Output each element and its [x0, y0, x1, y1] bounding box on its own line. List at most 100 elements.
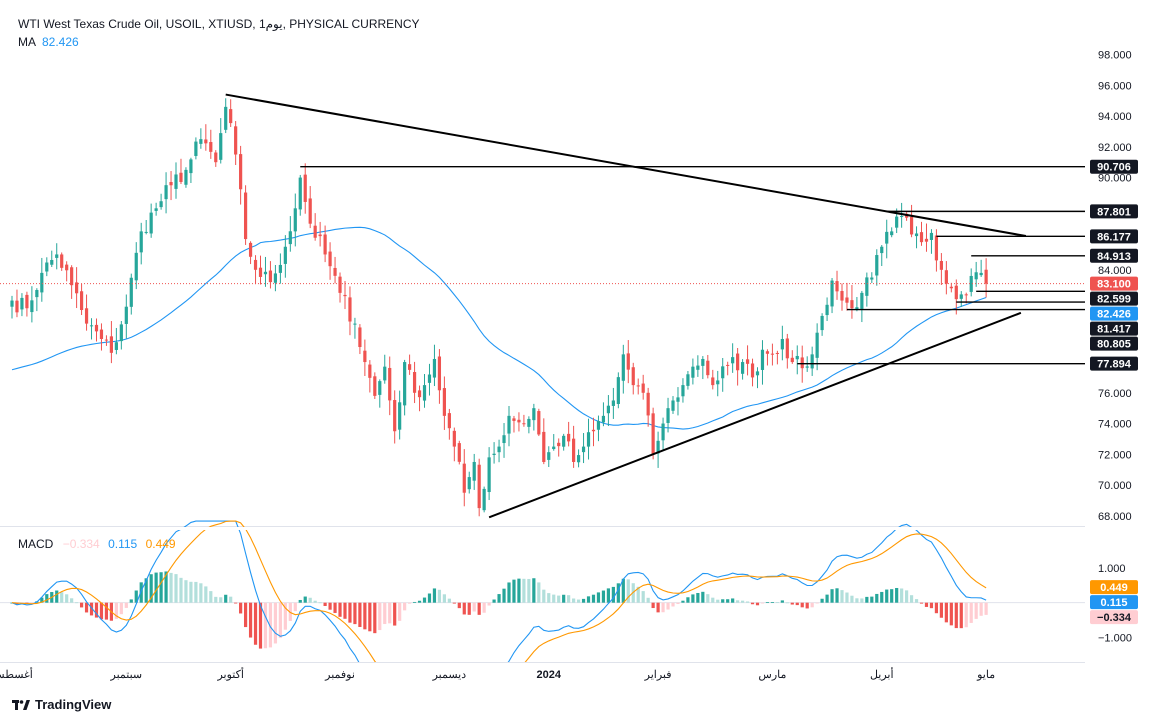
candle [701, 356, 705, 380]
candle [770, 343, 775, 366]
tradingview-logo[interactable]: TradingView [12, 697, 111, 712]
horizontal-levels [300, 166, 1085, 365]
price-axis-label-text: 80.805 [1097, 339, 1131, 351]
candle [283, 235, 287, 278]
price-tick-label: 98.000 [1098, 50, 1132, 62]
candle [313, 213, 317, 241]
macd-histogram-bar [666, 602, 670, 610]
macd-histogram-bar [313, 600, 317, 603]
candle-body [805, 366, 809, 368]
candle-body [840, 291, 844, 301]
candle [691, 358, 695, 385]
candle-body [353, 323, 357, 325]
candle [696, 355, 700, 377]
candle-body [626, 353, 630, 370]
candle-body [268, 270, 273, 283]
candle-body [527, 418, 531, 427]
candle [979, 259, 983, 277]
price-axis-label: 90.706 [1090, 159, 1138, 174]
macd-histogram-bar [626, 579, 630, 603]
macd-histogram-bar [447, 598, 451, 603]
candle [969, 268, 973, 297]
candle [840, 283, 844, 311]
macd-histogram-bar [914, 599, 919, 603]
price-tick-label: 94.000 [1098, 111, 1132, 123]
candle [25, 291, 29, 317]
macd-histogram-bar [412, 601, 417, 603]
macd-histogram-bar [775, 602, 779, 603]
candle-body [974, 272, 978, 280]
candle [497, 439, 501, 463]
candle [850, 285, 854, 319]
moving-average-line [11, 226, 987, 430]
candle-body [60, 254, 64, 268]
macd-histogram-bar [457, 602, 461, 609]
candle-body [378, 381, 382, 395]
price-axis-label-text: 82.426 [1097, 309, 1131, 321]
macd-histogram-bar [75, 602, 79, 604]
price-axis-label-bg [1090, 321, 1138, 336]
price-axis-label-bg [1090, 595, 1138, 610]
candle-body [914, 233, 919, 237]
candle [716, 370, 720, 397]
candle [134, 242, 138, 290]
candle [919, 221, 924, 246]
candle-body [234, 126, 238, 155]
ma-line [11, 226, 987, 430]
candle [353, 317, 357, 339]
candle [880, 245, 884, 267]
price-axis-label-bg [1090, 276, 1138, 291]
macd-histogram-bar [303, 596, 307, 603]
candle-body [900, 216, 904, 218]
macd-histogram-bar [562, 594, 566, 603]
candle [432, 344, 437, 387]
candle [189, 157, 193, 183]
candle-body [477, 464, 481, 509]
macd-histogram-bar [800, 602, 804, 608]
candle [780, 325, 784, 361]
macd-histogram-bar [70, 598, 74, 603]
macd-histogram-bar [750, 602, 755, 605]
macd-histogram-bar [576, 599, 581, 603]
candle [736, 347, 740, 386]
trendline[interactable] [488, 311, 1022, 519]
macd-histogram-bar [84, 602, 89, 613]
candle [328, 242, 332, 280]
macd-histogram-bar [830, 589, 834, 603]
candle-body [452, 430, 456, 447]
candle-body [830, 280, 834, 307]
candle-body [398, 402, 402, 430]
candle [253, 255, 258, 285]
candle-body [179, 172, 183, 182]
macd-histogram-bar [139, 582, 143, 603]
candle [745, 345, 750, 376]
candle-body [895, 216, 899, 228]
candle-body [318, 234, 322, 237]
candle [298, 174, 302, 216]
candle-body [472, 461, 476, 481]
time-tick-label: مايو [976, 669, 995, 681]
candle [383, 354, 387, 384]
candle-body [969, 275, 973, 292]
pane-separator [0, 526, 1085, 527]
macd-histogram-bar [706, 594, 710, 603]
candle-body [850, 300, 854, 309]
price-axis-label: 87.801 [1090, 204, 1138, 219]
candle [562, 433, 566, 451]
price-axis-label-bg [1090, 204, 1138, 219]
trendline[interactable] [225, 93, 1027, 237]
candle-body [691, 366, 695, 378]
candle-body [641, 383, 645, 393]
macd-histogram-bar [661, 602, 665, 613]
candle [258, 255, 263, 285]
candle [303, 163, 307, 214]
candle [403, 359, 407, 416]
candle-body [109, 336, 113, 353]
price-tick-label: 84.000 [1098, 265, 1132, 277]
macd-histogram-bar [154, 572, 158, 603]
macd-histogram-bar [969, 602, 973, 623]
ma-value: 82.426 [42, 35, 79, 49]
candle-body [790, 357, 794, 363]
macd-histogram-bar [234, 602, 238, 604]
